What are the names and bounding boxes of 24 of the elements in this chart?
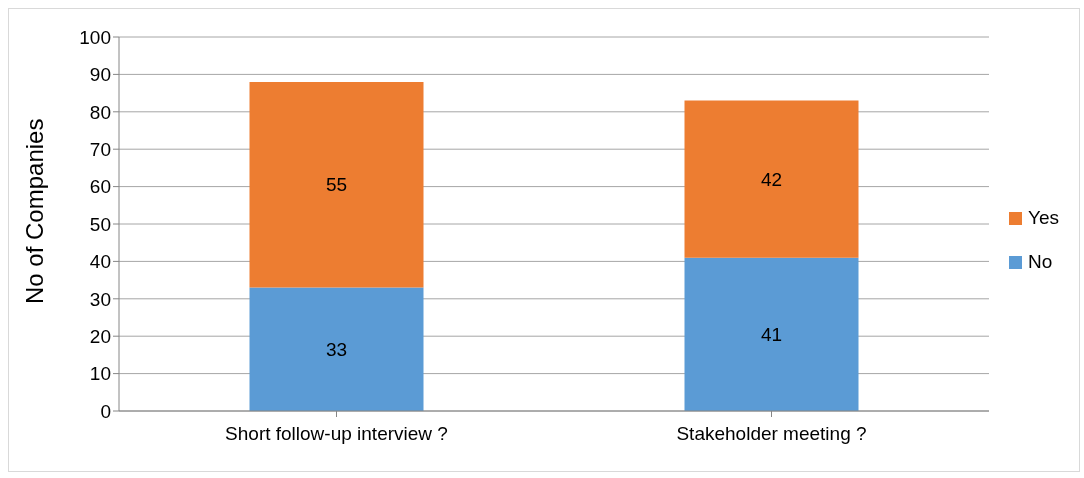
y-tick-label: 90 <box>89 64 111 86</box>
y-tick-label: 10 <box>89 363 111 385</box>
y-tick-label: 80 <box>89 101 111 123</box>
bar <box>249 287 424 411</box>
y-tick-label: 60 <box>89 176 111 198</box>
y-tick-label: 20 <box>89 325 111 347</box>
legend-label: No <box>1028 251 1053 273</box>
y-tick-label: 70 <box>89 138 111 160</box>
x-tick-label: Short follow-up interview ? <box>225 423 448 445</box>
y-tick-label: 50 <box>89 213 111 235</box>
data-label: 33 <box>325 339 348 361</box>
data-label: 55 <box>325 174 348 196</box>
y-tick-label: 30 <box>89 288 111 310</box>
bar <box>249 81 424 288</box>
bar <box>684 100 859 258</box>
data-label: 41 <box>760 324 783 346</box>
y-axis-title: No of Companies <box>20 118 48 304</box>
y-tick-label: 0 <box>100 400 111 422</box>
legend-label: Yes <box>1028 207 1059 229</box>
data-label: 42 <box>760 168 783 190</box>
y-tick-label: 40 <box>89 251 111 273</box>
bar <box>684 257 859 411</box>
y-tick-label: 100 <box>79 26 111 48</box>
x-tick-label: Stakeholder meeting ? <box>676 423 867 445</box>
